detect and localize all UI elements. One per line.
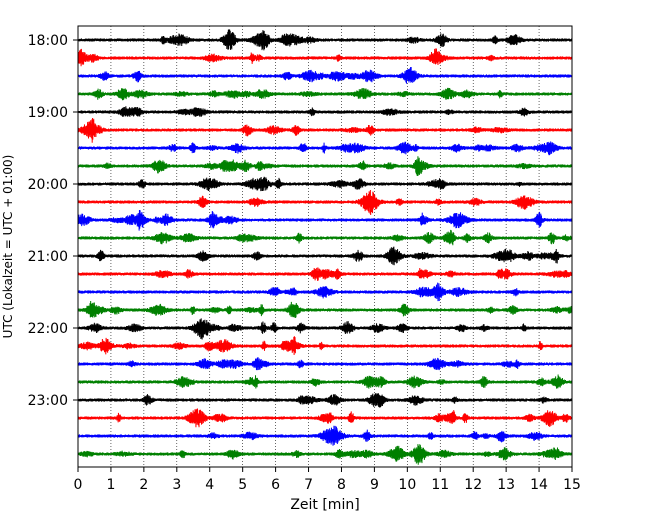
trace-2245 <box>77 374 573 389</box>
x-tick-label: 15 <box>563 477 581 493</box>
y-tick-label: 23:00 <box>28 393 68 409</box>
x-axis-label: Zeit [min] <box>290 497 359 513</box>
y-tick-label: 20:00 <box>28 177 68 193</box>
trace-1900 <box>77 106 573 117</box>
y-axis-ticks: 18:00 19:00 20:00 21:00 22:00 23:00 <box>28 33 78 409</box>
x-tick-label: 14 <box>530 477 548 493</box>
x-tick-label: 7 <box>304 477 313 493</box>
trace-1815 <box>77 48 573 67</box>
trace-2330 <box>77 425 573 446</box>
trace-2200 <box>77 318 573 340</box>
trace-1945 <box>77 156 573 177</box>
x-tick-label: 4 <box>205 477 214 493</box>
trace-2130 <box>77 282 573 302</box>
trace-2315 <box>77 408 573 428</box>
trace-2215 <box>77 336 573 355</box>
trace-1915 <box>77 118 573 143</box>
trace-2115 <box>77 267 573 281</box>
x-tick-label: 11 <box>431 477 449 493</box>
y-tick-label: 18:00 <box>28 33 68 49</box>
plot-frame <box>77 25 573 468</box>
x-tick-label: 6 <box>271 477 280 493</box>
y-tick-label: 21:00 <box>28 249 68 265</box>
trace-2015 <box>77 190 573 216</box>
trace-2000 <box>77 176 573 192</box>
y-tick-label: 22:00 <box>28 321 68 337</box>
trace-2230 <box>77 357 573 371</box>
x-tick-label: 12 <box>464 477 482 493</box>
x-axis-ticks: 0 1 2 3 4 5 6 7 8 9 10 11 12 13 14 15 <box>74 467 581 493</box>
x-tick-label: 9 <box>370 477 379 493</box>
trace-2300 <box>77 393 573 408</box>
x-tick-label: 5 <box>238 477 247 493</box>
trace-2100 <box>77 246 573 266</box>
x-tick-label: 8 <box>337 477 346 493</box>
trace-2145 <box>77 301 573 318</box>
trace-layer <box>77 29 573 465</box>
trace-2030 <box>77 209 573 231</box>
trace-2345 <box>77 444 573 465</box>
x-tick-label: 1 <box>106 477 115 493</box>
trace-1845 <box>77 87 573 101</box>
trace-1930 <box>77 141 573 156</box>
y-tick-label: 19:00 <box>28 105 68 121</box>
trace-1830 <box>77 67 573 84</box>
x-tick-label: 0 <box>74 477 83 493</box>
x-tick-label: 3 <box>172 477 181 493</box>
trace-1800 <box>77 29 573 51</box>
x-tick-label: 10 <box>398 477 416 493</box>
trace-2045 <box>77 229 573 246</box>
x-tick-label: 2 <box>139 477 148 493</box>
y-axis-label: UTC (Lokalzeit = UTC + 01:00) <box>1 155 15 339</box>
x-tick-label: 13 <box>497 477 515 493</box>
